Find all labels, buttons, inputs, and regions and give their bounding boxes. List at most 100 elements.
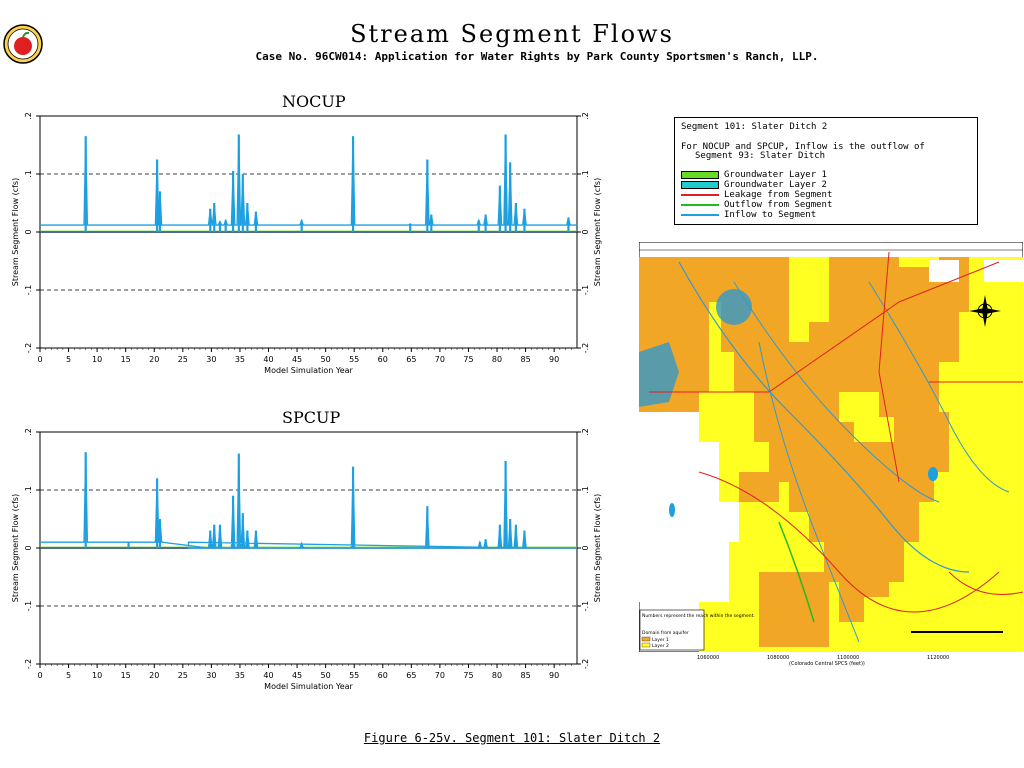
chart-spcup: .2 .2 .1 .1 0 0 -.1 -.1 -.2 -.2 0 5 10 15 20 25 30 35 40 45… [11,428,602,691]
legend-note-line: For NOCUP and SPCUP, Inflow is the outfl… [681,142,925,152]
y-tick-label-right: 0 [581,229,590,234]
map-stream [778,521,815,623]
y-tick-label-right: .1 [581,170,590,178]
series-line-inflow [40,134,577,226]
x-tick-label: 80 [492,355,502,364]
y-tick-label: -.1 [24,601,33,612]
map-stream [678,261,970,573]
y-tick-label-right: .1 [581,486,590,494]
map-scale-bar [911,631,1003,633]
map-layer2-region [789,272,829,342]
map-road [948,571,1023,595]
x-tick-label: 75 [463,355,473,364]
figure-caption: Figure 6-25v. Segment 101: Slater Ditch … [0,731,1024,745]
legend-label: Groundwater Layer 2 [724,180,827,190]
legend-swatch-gw1 [681,171,719,179]
x-tick-label: 20 [149,355,159,364]
page-subtitle: Case No. 96CW014: Application for Water … [255,50,819,63]
map-road [878,251,900,483]
map-x-tick: 1060000 [697,655,720,661]
y-tick-label-right: -.1 [581,285,590,296]
x-tick-label: 55 [349,355,359,364]
y-tick-label: 0 [24,229,33,234]
apple-seal-icon [3,24,43,64]
series-line-inflow [40,452,577,549]
x-tick-label: 55 [349,671,359,680]
compass-rose-icon [969,295,1001,327]
legend-label: Leakage from Segment [724,190,833,200]
x-tick-label: 80 [492,671,502,680]
x-tick-label: 0 [37,671,42,680]
map-x-tick: 1120000 [927,655,950,661]
x-tick-label: 5 [66,355,71,364]
x-tick-label: 85 [520,355,530,364]
x-tick-label: 50 [321,671,331,680]
legend-item: Leakage from Segment [681,190,832,200]
legend-item: Inflow to Segment [681,210,816,220]
x-tick-label: 45 [292,355,302,364]
map-stream [868,281,1010,493]
x-tick-label: 70 [435,671,445,680]
y-tick-label: .2 [24,428,33,436]
legend-item: Groundwater Layer 2 [681,180,827,190]
x-axis-label: Model Simulation Year [264,682,353,691]
x-tick-label: 60 [378,355,388,364]
segment-location-map: Numbers represent the reach within the s… [639,242,1023,652]
x-tick-label: 35 [235,671,245,680]
x-tick-label: 10 [92,355,102,364]
x-tick-label: 90 [549,355,559,364]
legend-label: Inflow to Segment [724,210,817,220]
y-tick-label: 0 [24,545,33,550]
x-tick-label: 40 [263,355,273,364]
x-tick-label: 15 [121,355,131,364]
x-tick-label: 35 [235,355,245,364]
legend-label: Groundwater Layer 1 [724,170,827,180]
x-axis-label: Model Simulation Year [264,366,353,375]
legend-note-line-2: Segment 93: Slater Ditch [695,151,826,161]
map-stream [758,341,860,643]
map-x-ticks: 1060000 1080000 1100000 1120000 (Colorad… [639,655,1023,667]
map-lake [716,289,752,325]
x-tick-label: 65 [406,355,416,364]
map-pond [928,467,938,481]
x-tick-label: 20 [149,671,159,680]
legend-swatch-inflow [681,214,719,216]
y-tick-label: -.2 [24,659,33,670]
x-tick-label: 45 [292,671,302,680]
page-title: Stream Segment Flows [350,20,674,48]
map-road [698,471,1000,613]
map-layer1-region [709,257,969,622]
y-tick-label-right: 0 [581,545,590,550]
map-legend-box [639,609,705,651]
legend-item: Groundwater Layer 1 [681,170,827,180]
x-tick-label: 50 [321,355,331,364]
x-tick-label: 30 [206,355,216,364]
map-legend-text: Layer 1 [652,637,669,643]
legend-item: Outflow from Segment [681,200,832,210]
map-x-label: (Colorado Central SPCS (feet)) [789,661,865,667]
x-tick-label: 85 [520,671,530,680]
chart-nocup: .2 .2 .1 .1 0 0 -.1 -.1 -.2 -.2 0 5 10 15 20 25 30 35 40 45… [11,112,602,375]
x-tick-label: 60 [378,671,388,680]
map-stream [733,281,940,503]
y-axis-label: Stream Segment Flow (cfs) [11,178,20,286]
map-layer2-region [839,392,894,442]
legend-swatch-leakage [681,194,719,196]
y-tick-label-right: .2 [581,112,590,120]
x-tick-label: 0 [37,355,42,364]
map-outside-domain [929,260,959,282]
y-axis-label-right: Stream Segment Flow (cfs) [593,178,602,286]
legend-swatch-gw2 [681,181,719,189]
x-tick-label: 65 [406,671,416,680]
chart-title-nocup: NOCUP [282,92,346,111]
map-x-tick: 1080000 [767,655,790,661]
map-lake [639,342,679,407]
map-layer1-region [759,572,829,647]
y-tick-label-right: -.1 [581,601,590,612]
y-tick-label: .2 [24,112,33,120]
map-legend-text: Numbers represent the reach within the s… [642,613,755,619]
map-pond [669,503,675,517]
figure-caption-text: Figure 6-25v. Segment 101: Slater Ditch … [363,731,661,745]
x-tick-label: 70 [435,355,445,364]
map-outside-domain [984,260,1023,282]
